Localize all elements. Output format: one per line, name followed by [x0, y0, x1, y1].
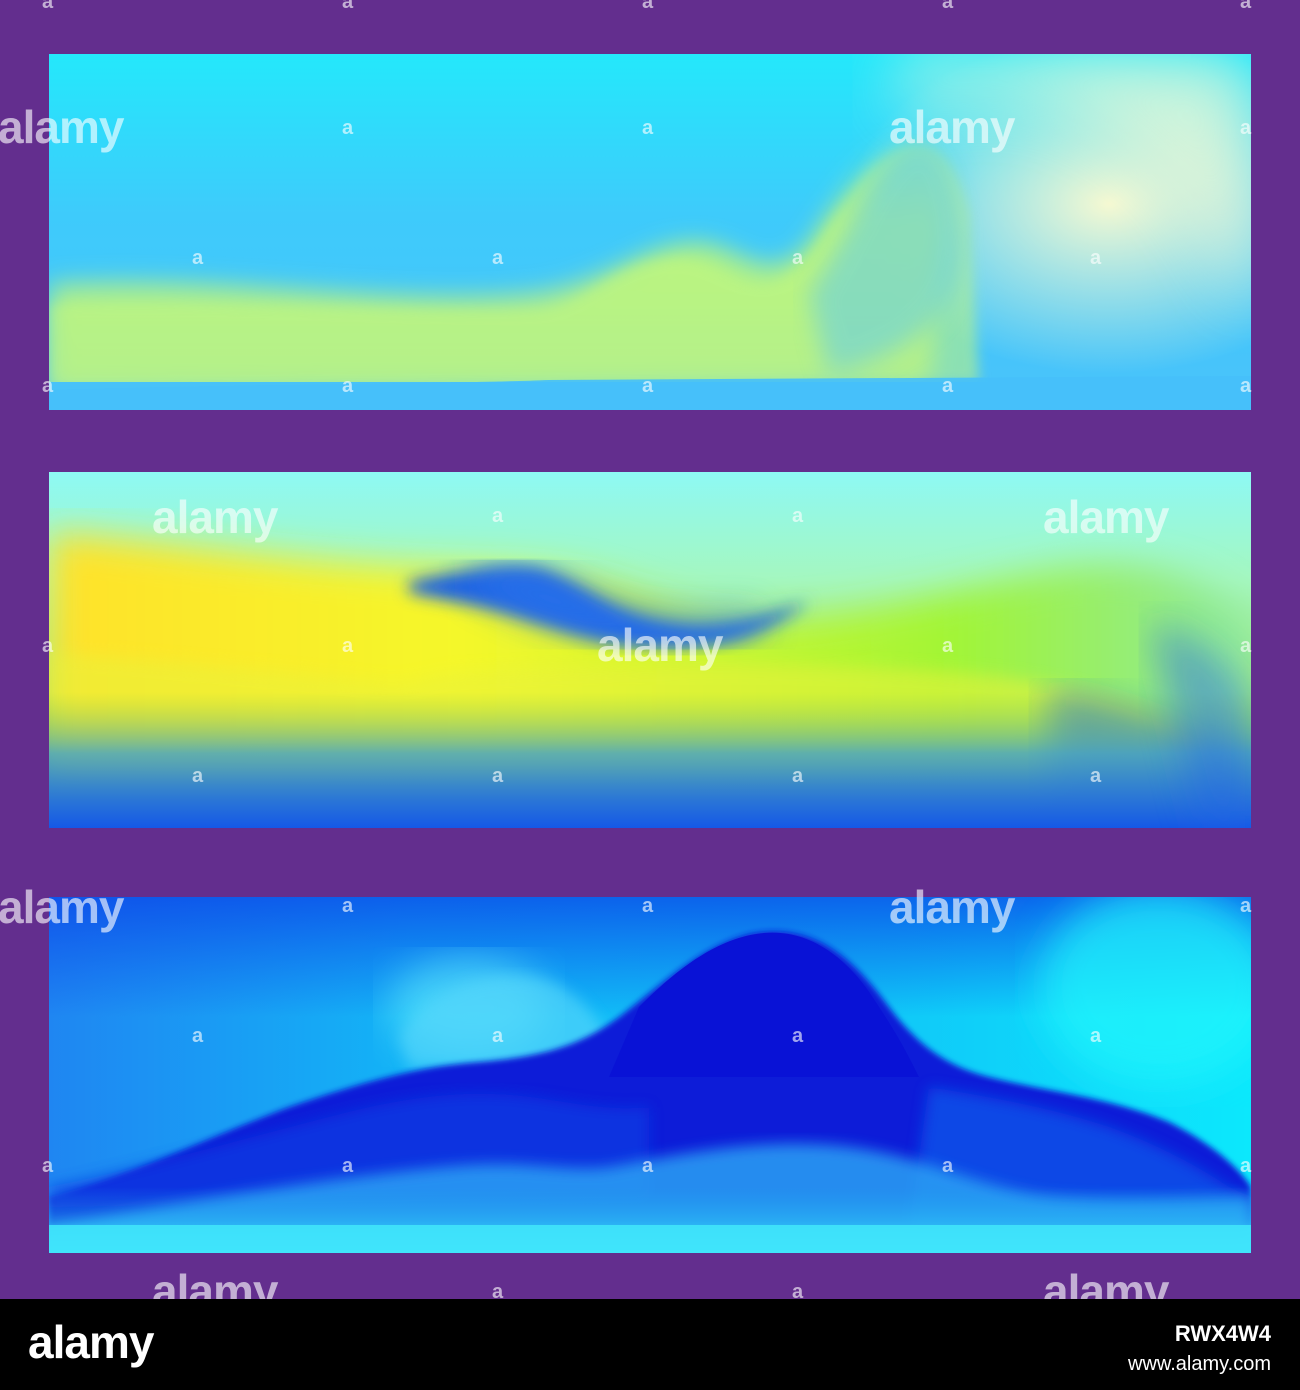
watermark-mark: a [342, 635, 354, 657]
watermark-mark: a [1240, 1155, 1252, 1177]
watermark-mark: a [42, 635, 54, 657]
watermark-mark: a [342, 1155, 354, 1177]
gradient-banner-2 [49, 472, 1251, 828]
watermark-logo: alamy [0, 881, 124, 933]
watermark-mark: a [492, 505, 504, 527]
watermark-mark: a [492, 247, 504, 269]
watermark-mark: a [192, 247, 204, 269]
watermark-mark: a [42, 1155, 54, 1177]
gradient-banner-1 [49, 54, 1251, 410]
watermark-mark: a [942, 0, 954, 13]
watermark-mark: a [942, 375, 954, 397]
gradient-banner-3 [49, 897, 1251, 1253]
watermark-mark: a [642, 0, 654, 13]
watermark-mark: a [1240, 375, 1252, 397]
watermark-mark: a [1240, 635, 1252, 657]
watermark-mark: a [642, 117, 654, 139]
watermark-mark: a [792, 1025, 804, 1047]
watermark-mark: a [1090, 765, 1102, 787]
watermark-mark: a [42, 375, 54, 397]
watermark-mark: a [642, 1155, 654, 1177]
watermark-mark: a [1240, 895, 1252, 917]
watermark-mark: a [642, 895, 654, 917]
watermark-mark: a [792, 1281, 804, 1303]
watermark-logo: alamy [889, 101, 1015, 153]
watermark-mark: a [342, 117, 354, 139]
footer-url: www.alamy.com [1128, 1353, 1271, 1375]
watermark-mark: a [492, 765, 504, 787]
watermark-mark: a [642, 375, 654, 397]
watermark-mark: a [192, 1025, 204, 1047]
watermark-mark: a [492, 1281, 504, 1303]
watermark-mark: a [792, 247, 804, 269]
watermark-logo: alamy [1043, 491, 1169, 543]
watermark-mark: a [192, 765, 204, 787]
watermark-mark: a [1090, 1025, 1102, 1047]
watermark-mark: a [342, 895, 354, 917]
watermark-logo: alamy [152, 491, 278, 543]
watermark-mark: a [942, 1155, 954, 1177]
watermark-mark: a [342, 375, 354, 397]
watermark-mark: a [42, 0, 54, 13]
stock-footer-bar: alamy RWX4W4 www.alamy.com [0, 1299, 1300, 1390]
watermark-mark: a [342, 0, 354, 13]
footer-image-id: RWX4W4 [1174, 1321, 1271, 1346]
watermark-mark: a [1240, 117, 1252, 139]
watermark-logo: alamy [0, 101, 124, 153]
watermark-mark: a [792, 505, 804, 527]
watermark-logo: alamy [889, 881, 1015, 933]
watermark-mark: a [792, 765, 804, 787]
watermark-mark: a [492, 1025, 504, 1047]
watermark-mark: a [942, 635, 954, 657]
watermark-mark: a [1240, 0, 1252, 13]
watermark-logo: alamy [597, 619, 723, 671]
watermark-mark: a [1090, 247, 1102, 269]
footer-logo: alamy [28, 1316, 154, 1368]
